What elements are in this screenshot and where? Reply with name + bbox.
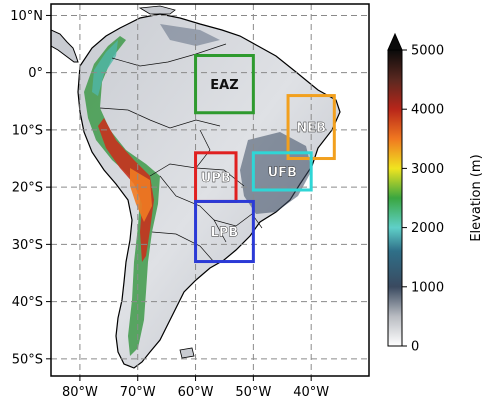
country-borders (99, 43, 263, 263)
region-box-lpb (194, 199, 255, 264)
lat-tick-label: 40°S (12, 295, 43, 310)
colorbar-tick-label: 1000 (411, 280, 444, 295)
lat-tick-label: 50°S (12, 352, 43, 367)
colorbar-tick-label: 3000 (411, 162, 444, 177)
colorbar-tick-label: 4000 (411, 103, 444, 118)
caribbean-islands (138, 5, 176, 15)
map-frame (50, 3, 370, 377)
altiplano-orange (130, 168, 152, 222)
lon-tick-label: 80°W (62, 385, 98, 400)
region-label-ufb: UFB (268, 165, 297, 180)
region-box-eaz (194, 54, 255, 115)
colorbar-ticks: 5000 4000 3000 2000 1000 0 (402, 44, 444, 355)
falkland-islands (179, 347, 195, 359)
lat-tick-label: 10°S (12, 123, 43, 138)
region-label-upb: UPB (201, 171, 231, 186)
colorbar-tick-label: 5000 (411, 44, 444, 59)
lon-tick-label: 70°W (120, 385, 156, 400)
lon-tick-label: 40°W (293, 385, 329, 400)
region-label-neb: NEB (296, 121, 326, 136)
colorbar-tick-label: 0 (411, 340, 419, 355)
guiana-highlands (160, 24, 220, 46)
region-label-eaz: EAZ (210, 78, 238, 93)
lon-tick-label: 60°W (178, 385, 214, 400)
latitude-ticks: 10°N 0° 10°S 20°S 30°S 40°S 50°S (10, 9, 51, 367)
colorbar-gradient (387, 49, 403, 347)
regions: EAZ NEB UFB UPB LPB (194, 54, 336, 264)
colorbar-extend-arrow (387, 32, 403, 51)
colorbar-tick-label: 2000 (411, 221, 444, 236)
colorbar-label: Elevation (m) (469, 154, 484, 241)
lon-tick-label: 50°W (235, 385, 271, 400)
lat-tick-label: 20°S (12, 181, 43, 196)
colorbar: 5000 4000 3000 2000 1000 0 Elevation (m) (387, 32, 484, 355)
lat-tick-label: 30°S (12, 238, 43, 253)
lat-tick-label: 10°N (10, 9, 43, 24)
lat-tick-label: 0° (28, 66, 43, 81)
andes-north-teal (92, 40, 118, 96)
region-label-lpb: LPB (211, 225, 239, 240)
andes-red-band (98, 118, 154, 262)
region-box-ufb (251, 151, 313, 192)
andes-green-band (84, 36, 160, 356)
central-america-land (51, 29, 79, 63)
longitude-ticks: 80°W 70°W 60°W 50°W 40°W (62, 376, 329, 400)
map-panel: EAZ NEB UFB UPB LPB 10°N 0° 10°S 20°S 30°S 40°S 50… (10, 3, 370, 400)
